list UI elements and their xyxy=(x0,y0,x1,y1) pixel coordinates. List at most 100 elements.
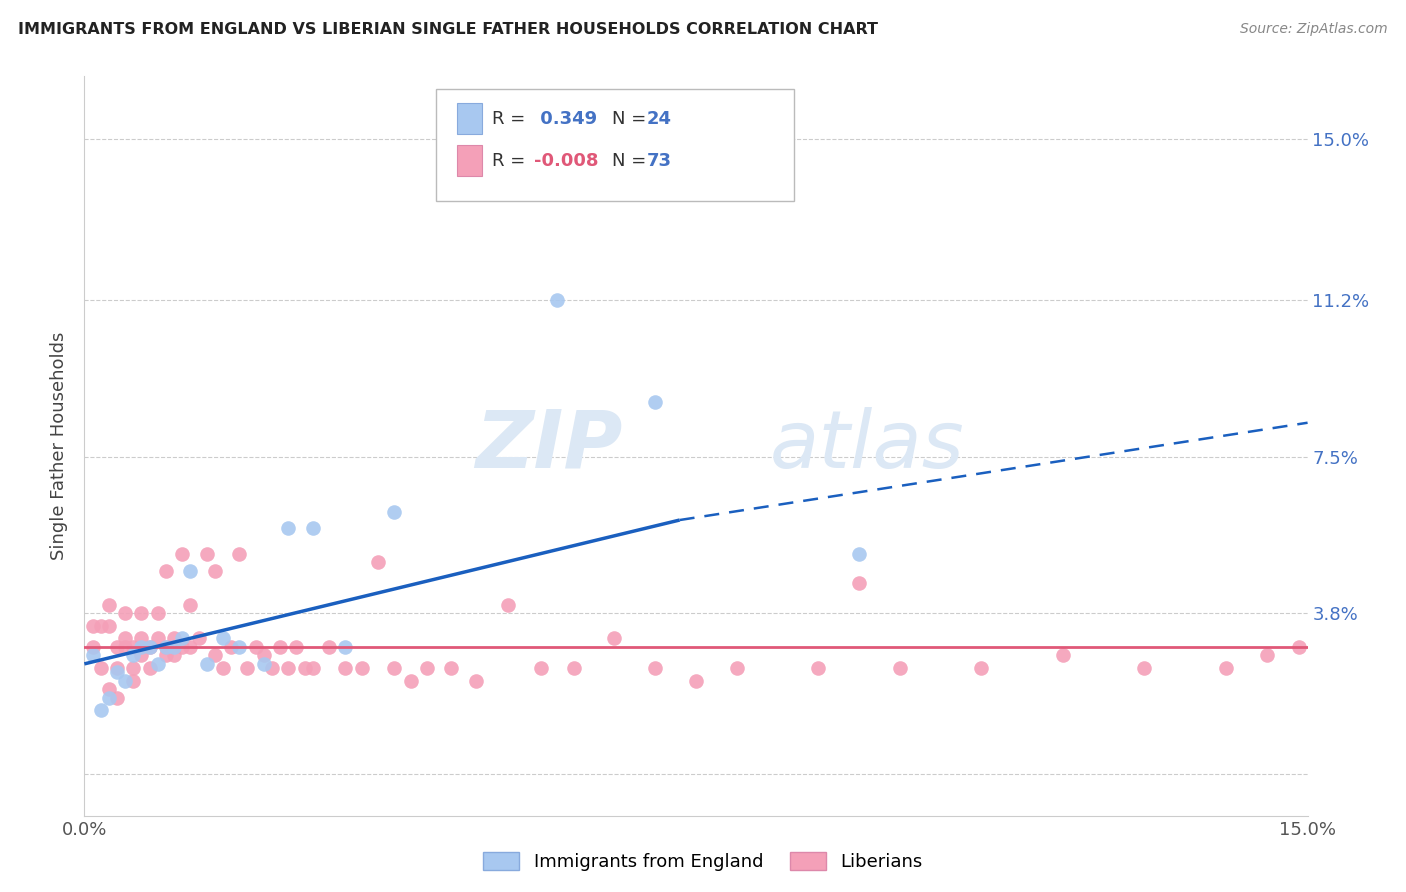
Text: R =: R = xyxy=(492,110,531,128)
Point xyxy=(90,619,112,633)
Point xyxy=(146,606,169,620)
Point xyxy=(848,547,870,561)
Point xyxy=(90,703,112,717)
Point xyxy=(294,661,316,675)
Point xyxy=(131,632,153,646)
Point xyxy=(146,632,169,646)
Point xyxy=(219,640,242,654)
Point xyxy=(848,576,870,591)
Point xyxy=(335,661,357,675)
Point xyxy=(440,661,463,675)
Point xyxy=(138,640,160,654)
Point xyxy=(212,661,235,675)
Point xyxy=(105,690,128,705)
Point xyxy=(122,673,145,688)
Point xyxy=(114,632,136,646)
Point xyxy=(195,547,218,561)
Point xyxy=(350,661,373,675)
Point xyxy=(204,564,226,578)
Text: N =: N = xyxy=(612,110,651,128)
Point xyxy=(155,648,177,663)
Point xyxy=(245,640,267,654)
Point xyxy=(367,555,389,569)
Point xyxy=(131,606,153,620)
Point xyxy=(179,640,201,654)
Point xyxy=(399,673,422,688)
Point xyxy=(204,648,226,663)
Point xyxy=(1215,661,1237,675)
Point xyxy=(155,640,177,654)
Text: 0.349: 0.349 xyxy=(534,110,598,128)
Point xyxy=(725,661,748,675)
Point xyxy=(1288,640,1310,654)
Point xyxy=(253,648,276,663)
Point xyxy=(335,640,357,654)
Point xyxy=(260,661,283,675)
Point xyxy=(122,648,145,663)
Point xyxy=(172,640,194,654)
Point xyxy=(277,521,299,535)
Point xyxy=(122,661,145,675)
Point xyxy=(382,505,405,519)
Point xyxy=(318,640,340,654)
Text: ZIP: ZIP xyxy=(475,407,623,485)
Point xyxy=(807,661,830,675)
Point xyxy=(163,648,186,663)
Point xyxy=(97,690,120,705)
Point xyxy=(970,661,993,675)
Point xyxy=(146,657,169,671)
Point xyxy=(277,661,299,675)
Point xyxy=(603,632,626,646)
Point xyxy=(212,632,235,646)
Point xyxy=(82,648,104,663)
Point xyxy=(155,564,177,578)
Point xyxy=(301,521,323,535)
Point xyxy=(97,682,120,697)
Point xyxy=(163,632,186,646)
Legend: Immigrants from England, Liberians: Immigrants from England, Liberians xyxy=(475,845,931,879)
Point xyxy=(269,640,291,654)
Point xyxy=(138,661,160,675)
Y-axis label: Single Father Households: Single Father Households xyxy=(51,332,69,560)
Point xyxy=(416,661,439,675)
Point xyxy=(163,640,186,654)
Point xyxy=(97,598,120,612)
Point xyxy=(562,661,585,675)
Point xyxy=(122,640,145,654)
Point xyxy=(1133,661,1156,675)
Point xyxy=(546,293,568,307)
Point xyxy=(644,394,666,409)
Point xyxy=(172,547,194,561)
Point xyxy=(114,606,136,620)
Point xyxy=(685,673,707,688)
Point xyxy=(1052,648,1074,663)
Text: 24: 24 xyxy=(647,110,672,128)
Point xyxy=(172,632,194,646)
Point xyxy=(301,661,323,675)
Point xyxy=(97,619,120,633)
Point xyxy=(464,673,486,688)
Point xyxy=(228,640,250,654)
Text: N =: N = xyxy=(612,152,651,169)
Point xyxy=(138,640,160,654)
Point xyxy=(179,598,201,612)
Text: Source: ZipAtlas.com: Source: ZipAtlas.com xyxy=(1240,22,1388,37)
Point xyxy=(82,619,104,633)
Text: -0.008: -0.008 xyxy=(534,152,599,169)
Point xyxy=(131,648,153,663)
Point xyxy=(187,632,209,646)
Point xyxy=(253,657,276,671)
Point xyxy=(105,665,128,680)
Point xyxy=(382,661,405,675)
Text: atlas: atlas xyxy=(769,407,965,485)
Point xyxy=(105,640,128,654)
Point xyxy=(90,661,112,675)
Point xyxy=(530,661,553,675)
Text: IMMIGRANTS FROM ENGLAND VS LIBERIAN SINGLE FATHER HOUSEHOLDS CORRELATION CHART: IMMIGRANTS FROM ENGLAND VS LIBERIAN SING… xyxy=(18,22,879,37)
Point xyxy=(498,598,520,612)
Point xyxy=(105,661,128,675)
Point xyxy=(285,640,308,654)
Point xyxy=(114,673,136,688)
Text: 73: 73 xyxy=(647,152,672,169)
Point xyxy=(889,661,911,675)
